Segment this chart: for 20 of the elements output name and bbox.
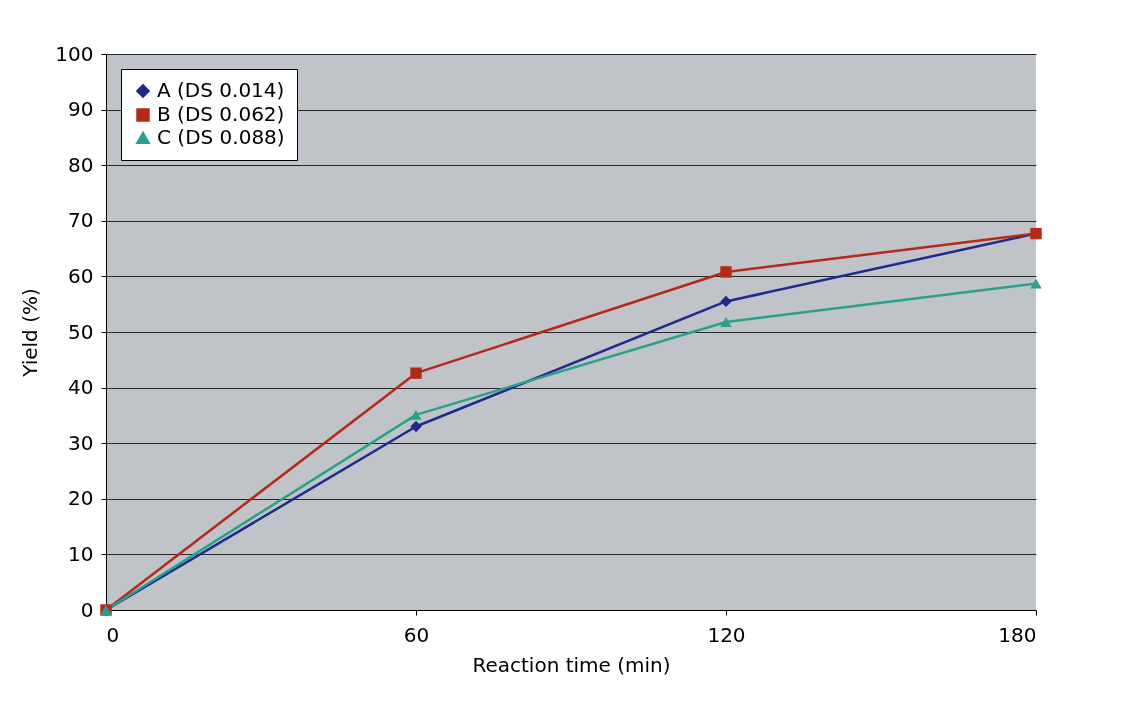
x-tick-label: 0	[106, 622, 120, 647]
y-tick-label: 90	[68, 97, 94, 122]
y-tick-label: 80	[68, 152, 94, 177]
x-axis-title: Reaction time (min)	[472, 652, 671, 677]
y-tick-label: 40	[68, 375, 94, 400]
legend-label: C (DS 0.088)	[157, 125, 285, 149]
y-axis-title: Yield (%)	[18, 288, 43, 378]
legend-label: A (DS 0.014)	[157, 78, 285, 102]
y-tick-label: 70	[68, 208, 94, 233]
y-tick-label: 100	[55, 41, 94, 66]
x-tick-label: 60	[403, 622, 430, 647]
x-tick-label: 120	[707, 622, 746, 647]
legend-label: B (DS 0.062)	[157, 102, 285, 126]
y-tick-label: 10	[68, 541, 94, 566]
x-tick-label: 180	[998, 622, 1037, 647]
y-tick-label: 50	[68, 319, 94, 344]
y-tick-label: 30	[68, 430, 94, 455]
y-tick-label: 0	[80, 597, 94, 622]
y-tick-label: 20	[68, 486, 94, 511]
y-tick-label: 60	[68, 263, 94, 288]
